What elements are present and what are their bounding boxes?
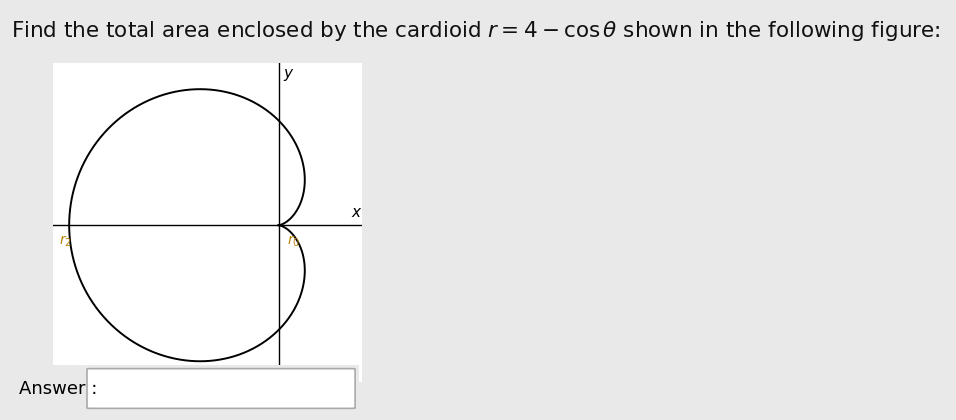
- Text: x: x: [351, 205, 360, 220]
- Text: Find the total area enclosed by the cardioid $r = 4 - \cos\theta$ shown in the f: Find the total area enclosed by the card…: [11, 19, 941, 43]
- Text: $r_2$: $r_2$: [58, 234, 72, 249]
- Text: y: y: [284, 66, 293, 81]
- FancyBboxPatch shape: [87, 369, 355, 408]
- Text: $r_0$: $r_0$: [287, 234, 300, 249]
- Text: Answer :: Answer :: [19, 380, 98, 397]
